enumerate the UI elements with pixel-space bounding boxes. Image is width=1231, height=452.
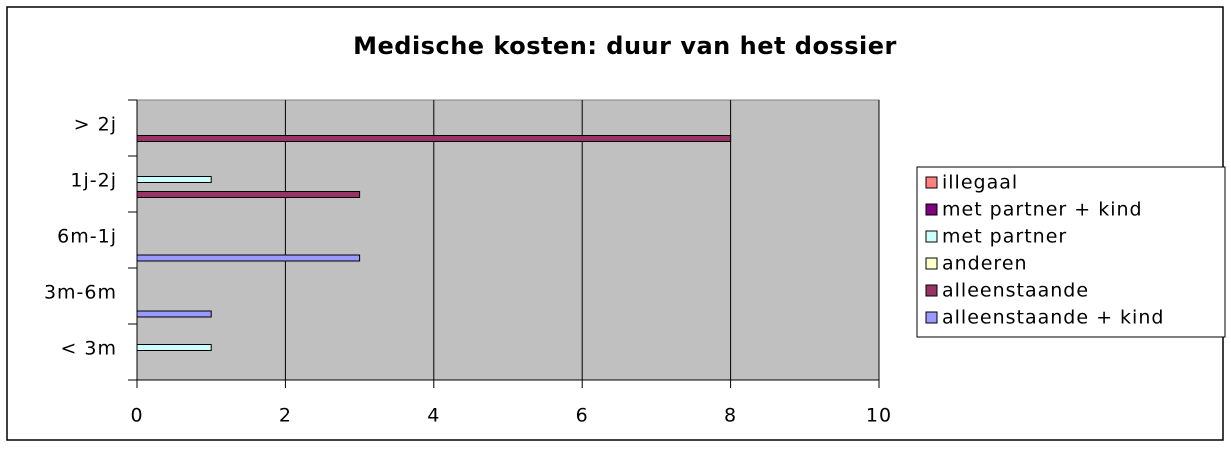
x-tick-label: 0 bbox=[130, 405, 143, 427]
legend-label: alleenstaande bbox=[942, 280, 1089, 302]
x-tick-label: 2 bbox=[279, 405, 292, 427]
y-tick-label: 1j-2j bbox=[70, 170, 117, 192]
legend-label: met partner bbox=[942, 226, 1067, 248]
bar bbox=[136, 344, 212, 351]
legend-swatch bbox=[925, 311, 938, 324]
y-tick-label: 6m-1j bbox=[57, 226, 117, 248]
legend-swatch bbox=[925, 203, 938, 216]
legend-label: illegaal bbox=[942, 172, 1018, 194]
x-tick-label: 4 bbox=[427, 405, 440, 427]
y-tick-label: > 2j bbox=[74, 114, 117, 136]
chart-title: Medische kosten: duur van het dossier bbox=[353, 32, 897, 60]
legend bbox=[916, 166, 1226, 338]
bar bbox=[136, 176, 212, 183]
legend-swatch bbox=[925, 284, 938, 297]
y-tick-label: < 3m bbox=[60, 338, 117, 360]
bar bbox=[136, 135, 732, 142]
legend-swatch bbox=[925, 176, 938, 189]
x-tick-label: 10 bbox=[866, 405, 892, 427]
legend-label: alleenstaande + kind bbox=[942, 307, 1164, 329]
legend-label: met partner + kind bbox=[942, 199, 1143, 221]
legend-swatch bbox=[925, 230, 938, 243]
plot-area bbox=[136, 99, 880, 381]
bar bbox=[136, 254, 361, 262]
x-tick-label: 6 bbox=[576, 405, 589, 427]
bar bbox=[136, 191, 361, 198]
legend-label: anderen bbox=[942, 253, 1028, 275]
legend-swatch bbox=[925, 257, 938, 270]
bar bbox=[136, 310, 212, 318]
y-tick-label: 3m-6m bbox=[44, 282, 117, 304]
x-tick-label: 8 bbox=[724, 405, 737, 427]
